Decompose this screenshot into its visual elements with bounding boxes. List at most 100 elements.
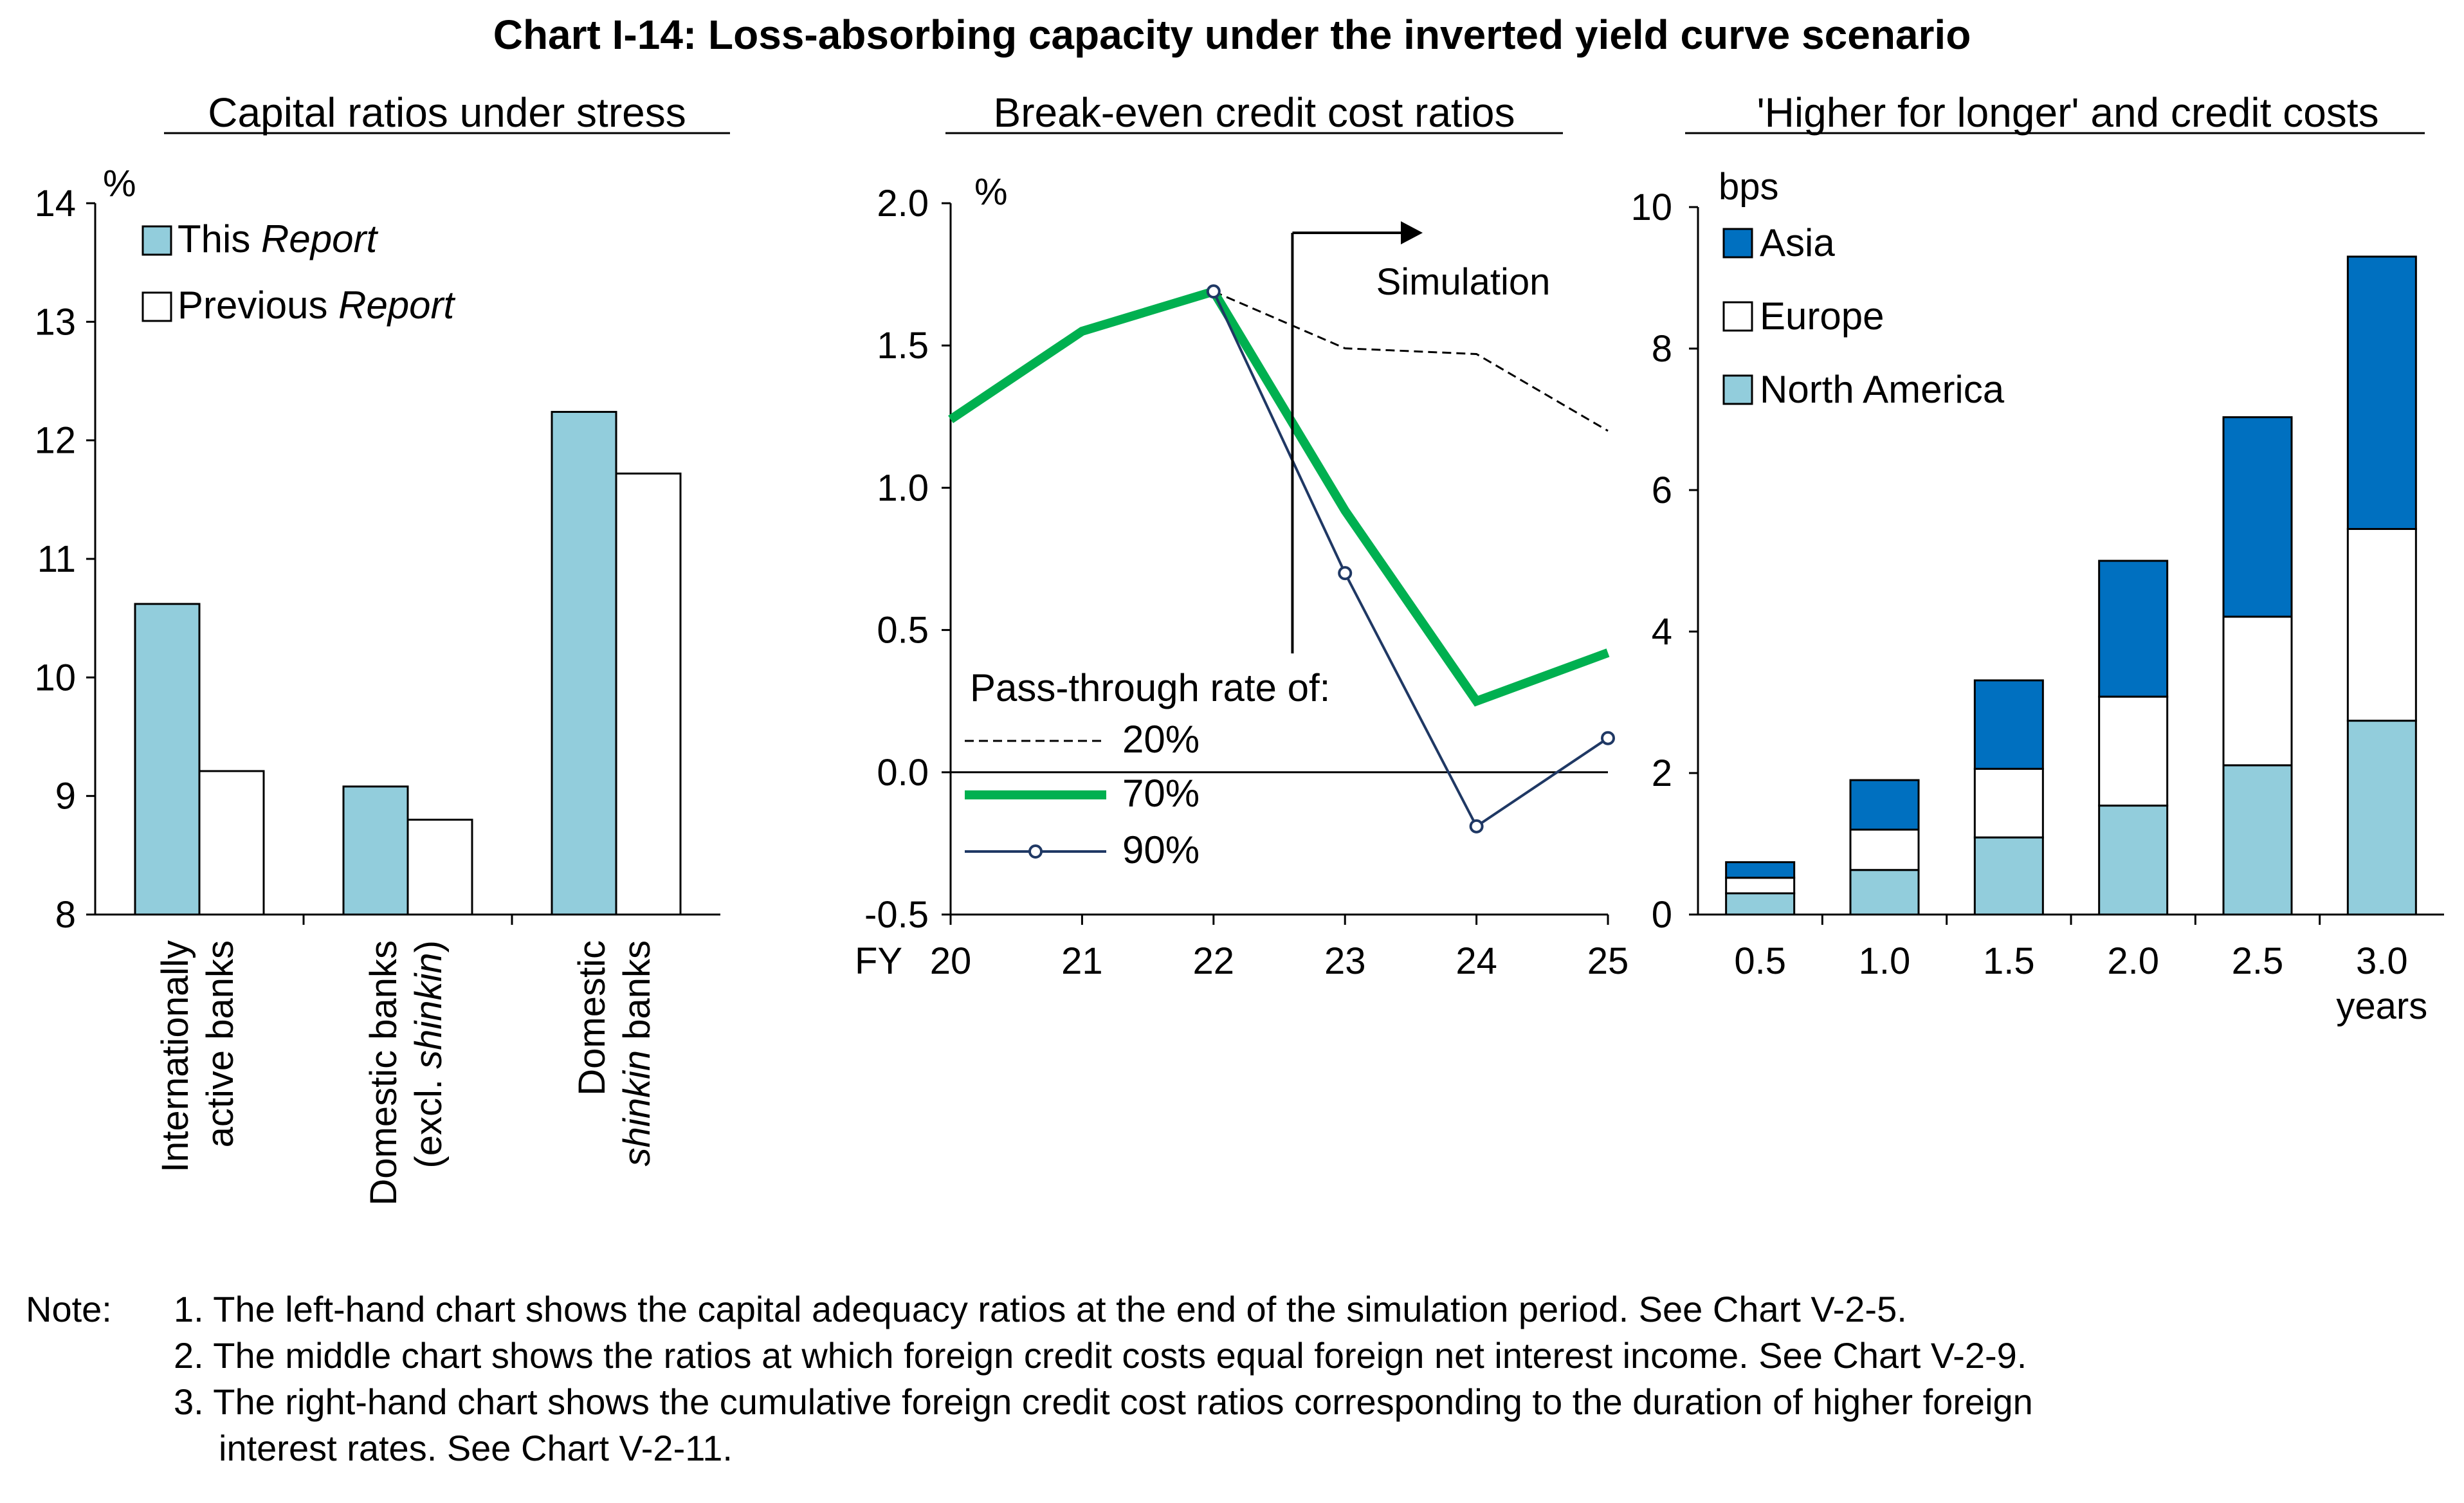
middle-legend-label: 70% bbox=[1122, 772, 1200, 815]
middle-xtick-label: 24 bbox=[1456, 940, 1497, 982]
middle-xtick-label: 25 bbox=[1587, 940, 1629, 982]
right-xtick-label: 0.5 bbox=[1734, 940, 1786, 982]
right-bar-asia bbox=[2346, 255, 2417, 530]
right-ytick-label: 2 bbox=[1652, 752, 1672, 794]
right-bar-north-america bbox=[1725, 892, 1796, 916]
right-xtick-label: 3.0 bbox=[2356, 940, 2408, 982]
middle-ytick-label: 0.5 bbox=[877, 610, 929, 651]
right-ytick-label: 8 bbox=[1652, 328, 1672, 370]
right-legend-swatch bbox=[1722, 301, 1753, 332]
left-category-label: Domestic banks (excl. shinkin) bbox=[363, 940, 450, 1206]
line-series-70pct bbox=[948, 286, 1610, 707]
left-category-label: Internationally active banks bbox=[154, 940, 241, 1172]
right-legend-swatch bbox=[1722, 374, 1753, 405]
left-category-line: shinkin banks bbox=[616, 940, 658, 1166]
middle-xtick-label: 21 bbox=[1061, 940, 1103, 982]
right-bar-europe bbox=[2346, 528, 2417, 722]
right-bar-europe bbox=[2098, 695, 2169, 807]
middle-legend-label: 90% bbox=[1122, 828, 1200, 871]
note-3-continued: interest rates. See Chart V-2-11. bbox=[219, 1428, 733, 1468]
panel-higher-for-longer: 'Higher for longer' and credit costs bps… bbox=[1630, 89, 2444, 1027]
note-3: 3. The right-hand chart shows the cumula… bbox=[174, 1381, 2033, 1422]
right-bar-asia bbox=[2098, 560, 2169, 698]
middle-legend-label: 20% bbox=[1122, 718, 1200, 761]
right-bar-north-america bbox=[2098, 805, 2169, 916]
note-label: Note: bbox=[26, 1289, 112, 1329]
left-category-line: Domestic banks bbox=[363, 940, 405, 1206]
left-ytick-label: 13 bbox=[34, 301, 76, 343]
left-category-line: active banks bbox=[199, 940, 241, 1147]
middle-xtick-label: 22 bbox=[1193, 940, 1235, 982]
left-legend-swatch bbox=[141, 225, 172, 256]
line-90pct-marker bbox=[1206, 284, 1221, 299]
left-ytick-label: 11 bbox=[37, 538, 76, 580]
note-row-3: 3. The right-hand chart shows the cumula… bbox=[26, 1379, 2444, 1471]
right-ytick-label: 6 bbox=[1652, 469, 1672, 511]
line-90pct-marker bbox=[1601, 731, 1615, 745]
right-unit-label: bps bbox=[1719, 166, 1779, 208]
middle-legend-title: Pass-through rate of: bbox=[970, 666, 1330, 709]
line-90pct-marker bbox=[1338, 566, 1353, 581]
right-legend-swatch bbox=[1722, 228, 1753, 259]
left-unit-label: % bbox=[103, 163, 136, 205]
middle-xtick-label: 23 bbox=[1324, 940, 1366, 982]
right-bar-asia bbox=[1725, 861, 1796, 879]
middle-ytick-label: 2.0 bbox=[877, 183, 929, 224]
right-bar-europe bbox=[1973, 767, 2044, 839]
right-bar-europe bbox=[1849, 828, 1920, 871]
note-row-2: 2. The middle chart shows the ratios at … bbox=[26, 1333, 2444, 1379]
left-category-line: Internationally bbox=[154, 940, 196, 1172]
right-bar-asia bbox=[1973, 679, 2044, 770]
note-1: 1. The left-hand chart shows the capital… bbox=[174, 1289, 1907, 1329]
left-bar-this-report bbox=[134, 603, 201, 916]
middle-ytick-label: -0.5 bbox=[864, 894, 929, 936]
left-bar-previous-report bbox=[615, 472, 682, 916]
right-bar-north-america bbox=[1973, 836, 2044, 916]
left-bar-this-report bbox=[551, 410, 617, 916]
right-legend-label: Asia bbox=[1760, 221, 1835, 264]
left-legend-label: Previous Report bbox=[178, 284, 456, 327]
right-legend-label: Europe bbox=[1760, 295, 1884, 338]
left-category-line: Domestic bbox=[571, 940, 613, 1096]
note-row-1: Note: 1. The left-hand chart shows the c… bbox=[26, 1286, 2444, 1333]
note-2: 2. The middle chart shows the ratios at … bbox=[174, 1335, 2027, 1376]
right-bar-europe bbox=[1725, 877, 1796, 895]
middle-ytick-label: 1.5 bbox=[877, 325, 929, 367]
right-xtick-label: 2.0 bbox=[2107, 940, 2159, 982]
simulation-label: Simulation bbox=[1376, 261, 1551, 303]
panel-capital-ratios: Capital ratios under stress % 8 9 10 11 12 13… bbox=[34, 89, 730, 1206]
middle-ytick-label: 1.0 bbox=[877, 467, 929, 509]
simulation-arrow-head bbox=[1401, 221, 1423, 244]
left-ytick-label: 8 bbox=[55, 894, 76, 936]
left-panel-title: Capital ratios under stress bbox=[208, 89, 686, 136]
left-legend-swatch bbox=[141, 291, 172, 322]
main-title: Chart I-14: Loss-absorbing capacity unde… bbox=[493, 12, 1971, 58]
right-legend-label: North America bbox=[1760, 368, 2005, 411]
line-90pct-marker bbox=[1469, 819, 1484, 833]
middle-x-prefix: FY bbox=[855, 940, 902, 982]
line-series-20pct bbox=[1213, 290, 1609, 432]
right-xtick-label: 1.0 bbox=[1859, 940, 1911, 982]
middle-panel-title: Break-even credit cost ratios bbox=[994, 89, 1515, 136]
right-bar-north-america bbox=[2346, 720, 2417, 916]
left-ytick-label: 14 bbox=[34, 183, 76, 224]
left-bar-this-report bbox=[342, 785, 409, 916]
right-bar-north-america bbox=[1849, 869, 1920, 916]
right-xtick-label: 2.5 bbox=[2232, 940, 2284, 982]
left-bar-previous-report bbox=[198, 770, 265, 916]
middle-unit-label: % bbox=[974, 171, 1008, 213]
charts-canvas: Capital ratios under stress % 8 9 10 11 12 13… bbox=[34, 89, 2444, 1206]
left-bar-previous-report bbox=[406, 819, 473, 916]
right-bar-asia bbox=[1849, 779, 1920, 831]
left-ytick-label: 9 bbox=[55, 776, 76, 817]
middle-ytick-label: 0.0 bbox=[877, 752, 929, 794]
left-legend-label: This Report bbox=[178, 217, 378, 260]
legend-marker-90pct bbox=[1028, 844, 1043, 859]
right-panel-title: 'Higher for longer' and credit costs bbox=[1757, 89, 2378, 136]
right-bar-north-america bbox=[2222, 764, 2293, 916]
right-xtick-label: 1.5 bbox=[1983, 940, 2035, 982]
right-bar-asia bbox=[2222, 416, 2293, 618]
right-bar-europe bbox=[2222, 615, 2293, 767]
right-ytick-label: 4 bbox=[1652, 611, 1672, 653]
